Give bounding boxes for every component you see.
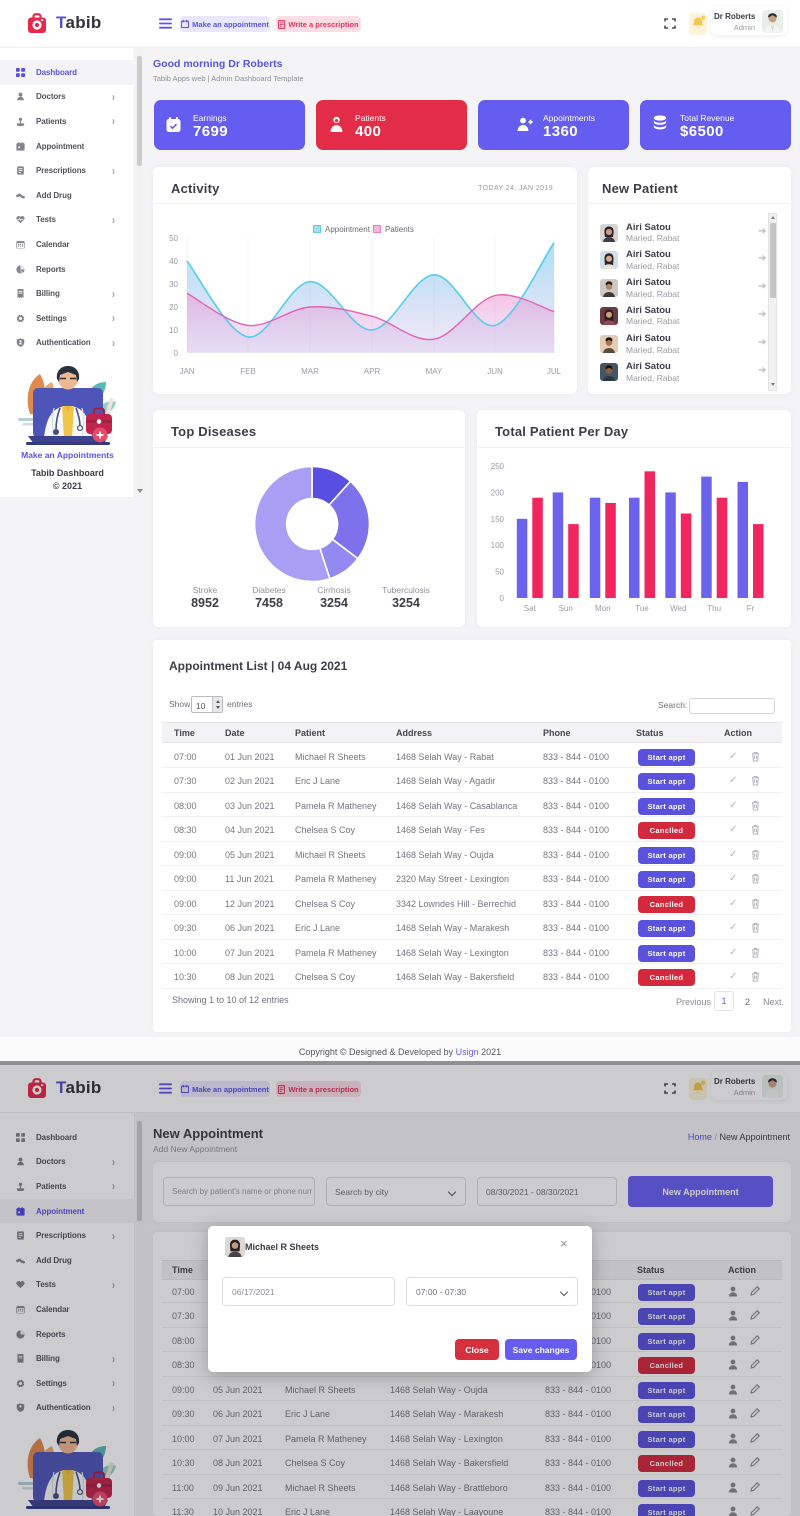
svg-text:JUN: JUN bbox=[487, 367, 503, 376]
svg-text:50: 50 bbox=[169, 234, 178, 243]
svg-text:JAN: JAN bbox=[179, 367, 194, 376]
svg-text:10: 10 bbox=[169, 326, 178, 335]
svg-text:40: 40 bbox=[169, 257, 178, 266]
svg-text:Mon: Mon bbox=[595, 604, 611, 613]
svg-text:MAR: MAR bbox=[301, 367, 319, 376]
svg-text:0: 0 bbox=[174, 349, 179, 358]
svg-text:FEB: FEB bbox=[240, 367, 256, 376]
svg-text:Tue: Tue bbox=[635, 604, 649, 613]
svg-text:200: 200 bbox=[491, 488, 505, 497]
svg-text:0: 0 bbox=[500, 594, 505, 603]
svg-text:Thu: Thu bbox=[707, 604, 721, 613]
svg-text:50: 50 bbox=[495, 568, 504, 577]
svg-text:Sat: Sat bbox=[524, 604, 537, 613]
svg-text:Sun: Sun bbox=[559, 604, 573, 613]
svg-text:Wed: Wed bbox=[670, 604, 686, 613]
svg-text:20: 20 bbox=[169, 303, 178, 312]
svg-text:JUL: JUL bbox=[547, 367, 562, 376]
svg-text:30: 30 bbox=[169, 280, 178, 289]
svg-text:Fr: Fr bbox=[747, 604, 755, 613]
svg-text:MAY: MAY bbox=[426, 367, 443, 376]
svg-text:250: 250 bbox=[491, 462, 505, 471]
svg-text:100: 100 bbox=[491, 541, 505, 550]
svg-text:APR: APR bbox=[364, 367, 381, 376]
svg-text:150: 150 bbox=[491, 515, 505, 524]
